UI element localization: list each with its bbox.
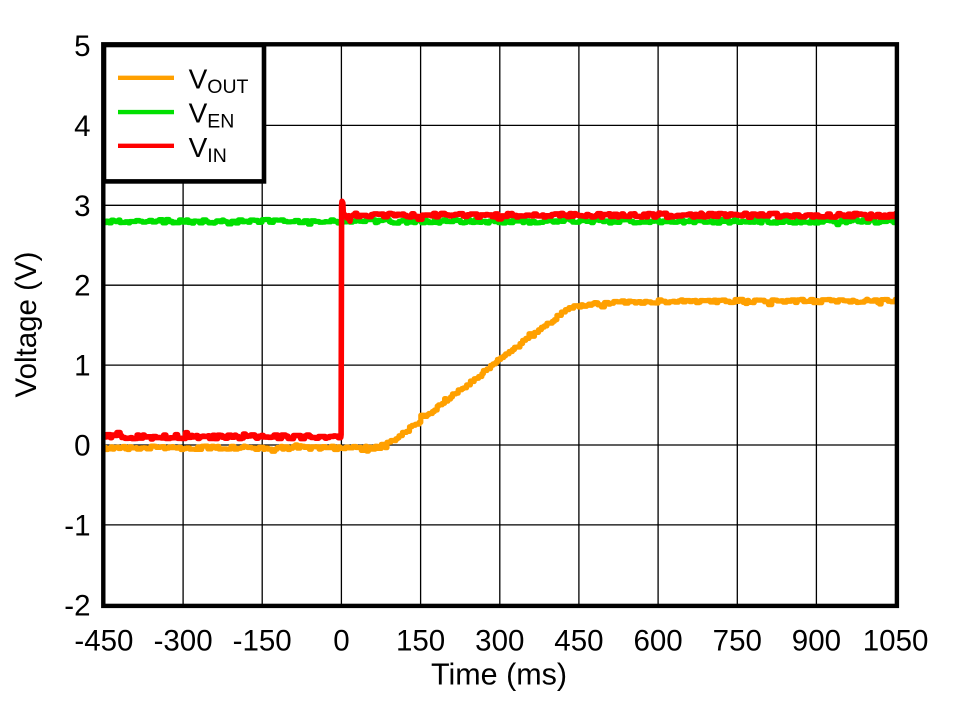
svg-text:300: 300 (475, 625, 524, 658)
svg-text:1: 1 (74, 350, 90, 383)
svg-text:-150: -150 (233, 625, 292, 658)
svg-text:750: 750 (713, 625, 762, 658)
svg-text:-450: -450 (74, 625, 133, 658)
svg-text:900: 900 (792, 625, 841, 658)
svg-text:1050: 1050 (863, 625, 929, 658)
svg-text:0: 0 (74, 430, 90, 463)
svg-text:4: 4 (74, 110, 90, 143)
svg-text:150: 150 (396, 625, 445, 658)
svg-text:-300: -300 (154, 625, 213, 658)
svg-text:Voltage (V): Voltage (V) (10, 252, 43, 398)
svg-text:0: 0 (333, 625, 349, 658)
svg-text:600: 600 (633, 625, 682, 658)
svg-text:Time (ms): Time (ms) (431, 658, 567, 692)
svg-text:450: 450 (554, 625, 603, 658)
svg-text:-1: -1 (64, 509, 90, 542)
svg-text:2: 2 (74, 270, 90, 303)
svg-text:3: 3 (74, 190, 90, 223)
svg-text:-2: -2 (64, 589, 90, 622)
svg-text:5: 5 (74, 30, 90, 63)
